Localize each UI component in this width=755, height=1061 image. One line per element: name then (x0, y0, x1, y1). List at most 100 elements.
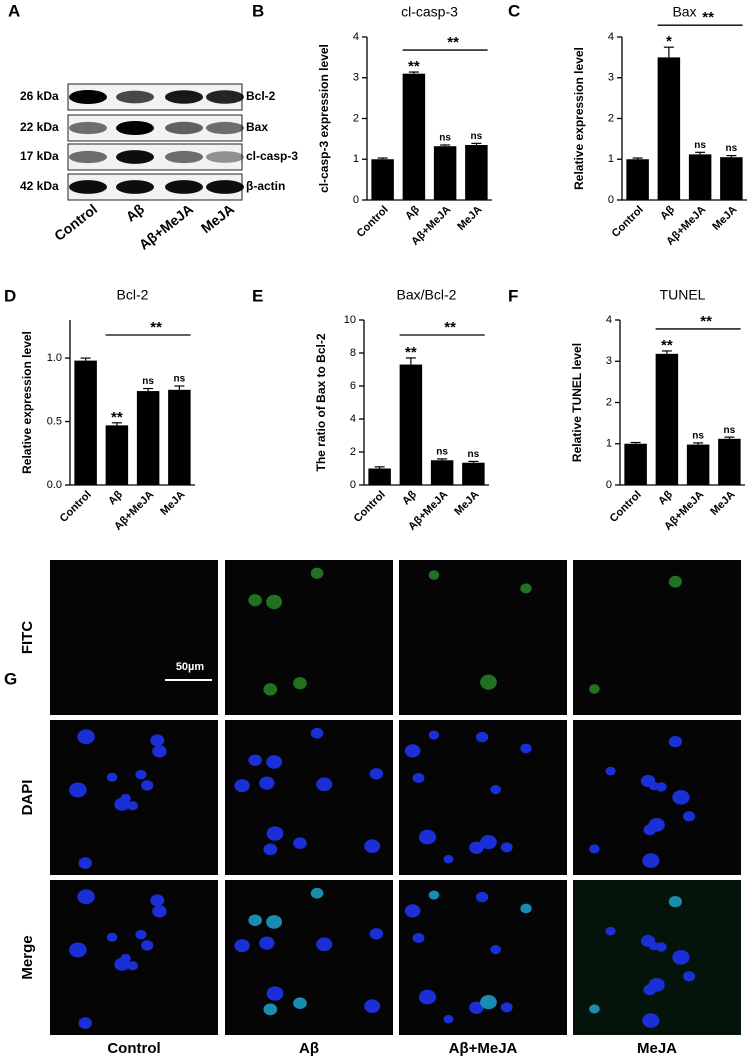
blot-band (69, 150, 107, 164)
chart-title: Bax (672, 4, 696, 20)
dapi-nucleus (418, 829, 437, 845)
dapi-nucleus (475, 731, 489, 743)
comparison-label: ** (447, 34, 459, 51)
y-tick-label: 4 (353, 31, 359, 43)
blot-band (165, 90, 203, 104)
comparison-label: ** (150, 319, 162, 336)
fitc-nucleus (263, 683, 278, 696)
panel-letter: G (4, 669, 17, 688)
dapi-nucleus (640, 774, 656, 788)
blot-band (116, 121, 154, 135)
dapi-nucleus (640, 934, 656, 948)
micrograph (50, 720, 218, 875)
significance-label: ns (694, 140, 706, 151)
dapi-nucleus (310, 887, 324, 899)
dapi-nucleus (78, 1017, 92, 1029)
dapi-nucleus (490, 784, 502, 795)
dapi-nucleus (77, 889, 95, 905)
dapi-nucleus (605, 766, 616, 776)
bar (462, 462, 485, 485)
dapi-nucleus (77, 729, 95, 745)
dapi-nucleus (293, 837, 307, 849)
blot-band (116, 150, 154, 164)
blot-band (165, 180, 203, 194)
dapi-nucleus (263, 843, 278, 856)
y-tick-label: 2 (608, 112, 614, 124)
dapi-nucleus (69, 942, 87, 958)
dapi-nucleus (69, 782, 87, 798)
blot-band (69, 90, 107, 104)
bar (371, 159, 394, 200)
dapi-nucleus (127, 801, 139, 811)
significance-label: ns (142, 376, 154, 387)
x-tick-label: Aβ (400, 488, 419, 507)
x-tick-label: Aβ (658, 203, 677, 222)
x-tick-label: MeJA (710, 204, 739, 233)
chart-title: cl-casp-3 (401, 4, 458, 20)
y-tick-label: 4 (350, 413, 356, 425)
dapi-nucleus (248, 754, 262, 767)
dapi-nucleus (141, 780, 154, 791)
y-tick-label: 0 (350, 479, 356, 491)
bar (136, 391, 160, 485)
significance-label: ns (726, 143, 738, 154)
dapi-nucleus (114, 957, 130, 971)
dapi-nucleus (642, 1013, 660, 1028)
protein-label: cl-casp-3 (246, 149, 298, 163)
y-tick-label: 2 (606, 396, 612, 408)
y-axis-label: Relative expression level (572, 47, 586, 190)
dapi-nucleus (443, 1014, 454, 1024)
comparison-label: ** (702, 9, 714, 26)
row-label: FITC (19, 621, 36, 654)
significance-label: ns (174, 374, 186, 385)
dapi-nucleus (293, 997, 307, 1009)
dapi-nucleus (412, 932, 425, 944)
x-tick-label: Control (610, 204, 646, 240)
y-tick-label: 3 (606, 355, 612, 367)
significance-label: * (666, 33, 672, 50)
kda-label: 17 kDa (20, 149, 59, 163)
panel-letter: F (508, 286, 518, 305)
micrograph (399, 720, 567, 875)
bar (430, 460, 454, 485)
blot-band (206, 90, 244, 104)
bar (399, 364, 423, 485)
bar (624, 443, 647, 485)
dapi-nucleus (248, 914, 262, 927)
bar (168, 389, 191, 485)
dapi-nucleus (106, 772, 118, 782)
dapi-nucleus (266, 755, 283, 769)
column-label: MeJA (637, 1040, 677, 1057)
dapi-nucleus (469, 1001, 484, 1015)
y-tick-label: 3 (353, 72, 359, 84)
scale-bar-label: 50µm (176, 661, 205, 673)
dapi-nucleus (668, 736, 682, 748)
comparison-label: ** (700, 313, 712, 330)
significance-label: ns (471, 131, 483, 142)
dapi-nucleus (589, 844, 600, 854)
bar (718, 438, 741, 485)
dapi-nucleus (404, 744, 421, 758)
column-label: Control (107, 1040, 160, 1057)
dapi-nucleus (135, 769, 147, 780)
bar (686, 444, 710, 485)
bar (655, 353, 679, 485)
x-tick-label: Control (58, 489, 94, 525)
x-tick-label: Aβ (106, 488, 125, 507)
dapi-nucleus (500, 842, 513, 853)
dapi-nucleus (266, 986, 284, 1001)
blot-band (165, 150, 203, 164)
x-tick-label: Control (352, 489, 388, 525)
dapi-nucleus (428, 730, 440, 740)
dapi-nucleus (369, 928, 384, 940)
x-tick-label: MeJA (708, 489, 737, 518)
micrograph (573, 560, 741, 715)
dapi-nucleus (475, 891, 489, 903)
panel-letter: C (508, 1, 520, 20)
dapi-nucleus (418, 989, 437, 1005)
bar (688, 154, 712, 200)
y-tick-label: 1 (608, 153, 614, 165)
y-tick-label: 10 (344, 314, 356, 326)
y-axis-label: cl-casp-3 expression level (317, 44, 331, 193)
